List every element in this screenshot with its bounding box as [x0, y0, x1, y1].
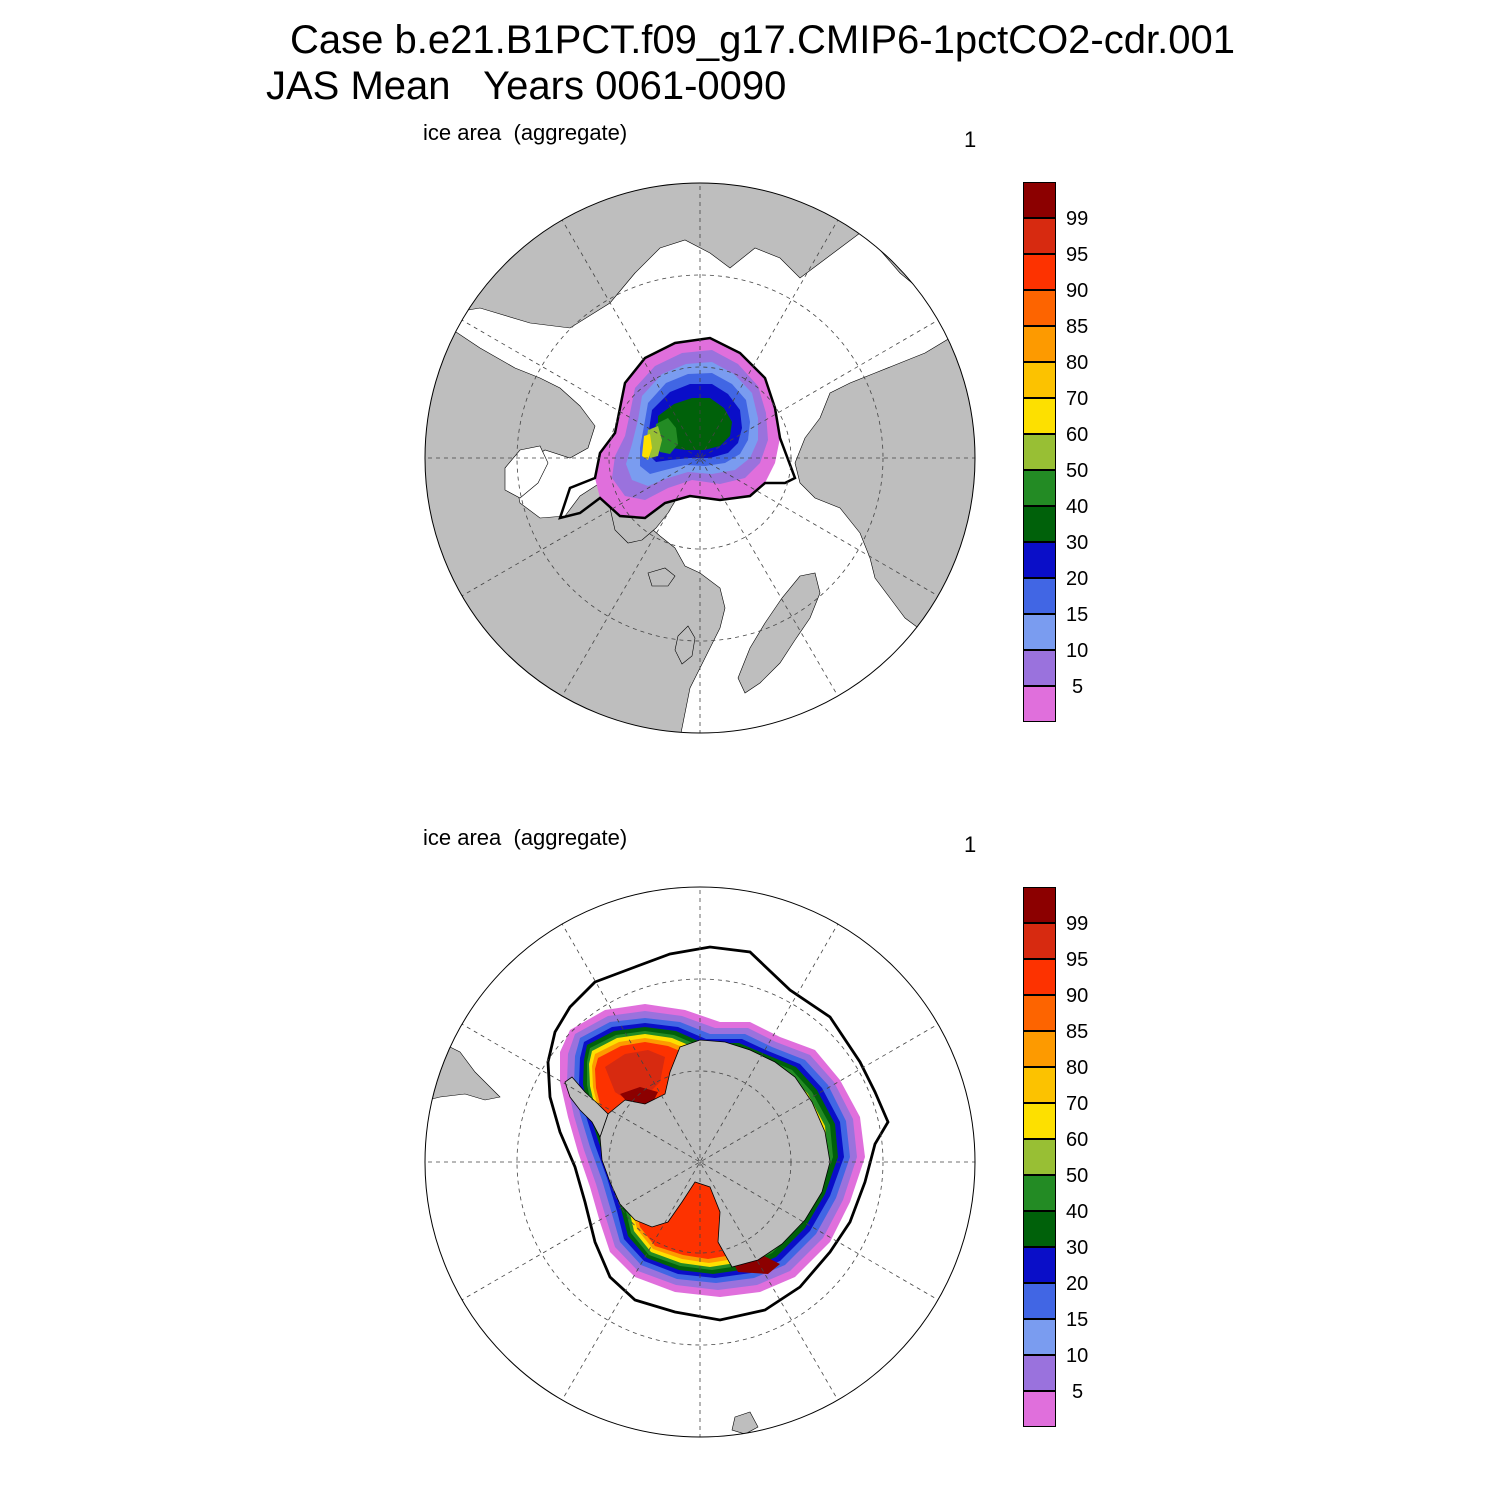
- sh-graticule: [425, 887, 975, 1437]
- colorbar-label: 20: [1066, 568, 1089, 590]
- colorbar-swatch-15: [1023, 578, 1056, 614]
- colorbar-label: 85: [1066, 1021, 1089, 1043]
- colorbar-label: 5: [1072, 676, 1084, 698]
- colorbar-label: 90: [1066, 280, 1089, 302]
- sh-ice-darkred: [605, 1050, 665, 1102]
- colorbar-swatch-10: [1023, 1319, 1056, 1355]
- colorbar-swatch-50: [1023, 434, 1056, 470]
- colorbar-swatch-20: [1023, 542, 1056, 578]
- colorbar-swatch-80: [1023, 1031, 1056, 1067]
- colorbar-label: 80: [1066, 1057, 1089, 1079]
- colorbar-label: 95: [1066, 949, 1089, 971]
- colorbar-label: 10: [1066, 1345, 1089, 1367]
- colorbar-swatch-85: [1023, 290, 1056, 326]
- nh-map-border: [424, 182, 976, 734]
- sh-colorbar: 99 95 90 85 80 70 60 50 40 30 20 15 10 5: [1020, 887, 1140, 1433]
- sh-polar-map: [424, 886, 976, 1438]
- colorbar-label: 5: [1072, 1381, 1084, 1403]
- sh-map-border: [424, 886, 976, 1438]
- colorbar-swatch-60: [1023, 1103, 1056, 1139]
- colorbar-label: 50: [1066, 460, 1089, 482]
- colorbar-swatch-99: [1023, 182, 1056, 218]
- colorbar-label: 70: [1066, 1093, 1089, 1115]
- sh-land-island: [731, 1411, 759, 1435]
- case-title: Case b.e21.B1PCT.f09_g17.CMIP6-1pctCO2-c…: [290, 18, 1235, 62]
- colorbar-swatch-0: [1023, 686, 1056, 722]
- colorbar-swatch-5: [1023, 650, 1056, 686]
- colorbar-swatch-50: [1023, 1139, 1056, 1175]
- colorbar-swatch-40: [1023, 1175, 1056, 1211]
- sh-panel-number: 1: [964, 832, 977, 857]
- colorbar-label: 85: [1066, 316, 1089, 338]
- colorbar-label: 70: [1066, 388, 1089, 410]
- colorbar-swatch-10: [1023, 614, 1056, 650]
- colorbar-label: 40: [1066, 1201, 1089, 1223]
- colorbar-swatch-5: [1023, 1355, 1056, 1391]
- colorbar-label: 50: [1066, 1165, 1089, 1187]
- colorbar-swatch-60: [1023, 398, 1056, 434]
- nh-subtitle: ice area (aggregate): [423, 120, 628, 145]
- sh-ice-extent-contour: [546, 945, 890, 1322]
- colorbar-swatch-30: [1023, 506, 1056, 542]
- nh-graticule: [425, 183, 975, 733]
- colorbar-swatch-80: [1023, 326, 1056, 362]
- colorbar-label: 60: [1066, 424, 1089, 446]
- colorbar-label: 90: [1066, 985, 1089, 1007]
- colorbar-label: 10: [1066, 640, 1089, 662]
- colorbar-swatch-70: [1023, 362, 1056, 398]
- colorbar-label: 30: [1066, 1237, 1089, 1259]
- colorbar-label: 99: [1066, 208, 1089, 230]
- nh-colorbar: 99 95 90 85 80 70 60 50 40 30 20 15 10 5: [1020, 182, 1140, 728]
- colorbar-swatch-99: [1023, 887, 1056, 923]
- colorbar-swatch-85: [1023, 995, 1056, 1031]
- colorbar-label: 15: [1066, 604, 1089, 626]
- colorbar-swatch-15: [1023, 1283, 1056, 1319]
- colorbar-swatch-0: [1023, 1391, 1056, 1427]
- colorbar-swatch-70: [1023, 1067, 1056, 1103]
- nh-polar-map: [424, 182, 976, 734]
- colorbar-label: 15: [1066, 1309, 1089, 1331]
- nh-land-scandinavia: [737, 572, 821, 694]
- nh-hudson-bay: [504, 445, 549, 499]
- colorbar-swatch-30: [1023, 1211, 1056, 1247]
- colorbar-label: 40: [1066, 496, 1089, 518]
- colorbar-swatch-40: [1023, 470, 1056, 506]
- colorbar-label: 80: [1066, 352, 1089, 374]
- nh-ice-edge-contour: [558, 336, 797, 520]
- nh-ice-yellow: [642, 434, 652, 460]
- nh-land-uk: [674, 625, 696, 665]
- sh-land-peninsula: [564, 1076, 609, 1138]
- nh-land-iceland: [647, 567, 676, 587]
- colorbar-swatch-95: [1023, 923, 1056, 959]
- colorbar-label: 99: [1066, 913, 1089, 935]
- nh-land-canada: [425, 317, 726, 733]
- nh-panel-number: 1: [964, 127, 977, 152]
- colorbar-swatch-20: [1023, 1247, 1056, 1283]
- period-title: JAS Mean Years 0061-0090: [266, 64, 787, 108]
- colorbar-swatch-90: [1023, 254, 1056, 290]
- colorbar-label: 30: [1066, 532, 1089, 554]
- colorbar-label: 60: [1066, 1129, 1089, 1151]
- colorbar-swatch-95: [1023, 218, 1056, 254]
- colorbar-swatch-90: [1023, 959, 1056, 995]
- nh-land-east: [794, 337, 975, 639]
- colorbar-label: 20: [1066, 1273, 1089, 1295]
- sh-subtitle: ice area (aggregate): [423, 825, 628, 850]
- colorbar-label: 95: [1066, 244, 1089, 266]
